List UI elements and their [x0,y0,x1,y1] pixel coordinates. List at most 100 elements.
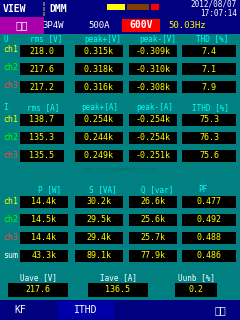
Text: 0.315k: 0.315k [84,46,114,55]
Text: I: I [3,103,8,113]
Bar [0,103,240,185]
Text: 0.249k: 0.249k [84,151,114,161]
Bar [129,132,177,144]
Text: peak+[A]: peak+[A] [81,103,118,113]
Text: 29.5k: 29.5k [86,215,112,225]
Bar [129,45,177,57]
Text: S [VA]: S [VA] [89,186,117,195]
Bar [0,185,240,272]
Bar [182,232,236,244]
Text: 0.316k: 0.316k [84,83,114,92]
Bar [20,114,64,126]
Text: ch2: ch2 [3,63,18,73]
Bar [0,0,240,17]
Text: ch3: ch3 [3,150,18,159]
Bar [129,114,177,126]
Text: 218.0: 218.0 [30,46,54,55]
Bar [122,19,160,32]
Text: peak+[V]: peak+[V] [84,35,121,44]
Text: THD [%]: THD [%] [196,35,228,44]
Text: 600V: 600V [129,20,153,30]
Text: 14.4k: 14.4k [31,234,56,243]
Text: ch2: ch2 [3,132,18,141]
Text: VIEW: VIEW [3,4,26,13]
Bar [58,301,114,319]
Text: ch3: ch3 [3,233,18,242]
Bar [0,17,44,34]
Bar [20,150,64,162]
Text: 76.3: 76.3 [199,133,219,142]
Text: 43.3k: 43.3k [31,252,56,260]
Bar [75,214,123,226]
Text: 25.7k: 25.7k [140,234,166,243]
Bar [175,283,217,297]
Bar [20,196,68,208]
Bar [8,283,68,297]
Text: rms [A]: rms [A] [27,103,59,113]
Text: peak-[A]: peak-[A] [136,103,173,113]
Text: -0.251k: -0.251k [136,151,170,161]
Bar [75,132,123,144]
Bar [20,132,64,144]
Text: 217.6: 217.6 [25,285,50,294]
Bar [151,4,159,10]
Bar [182,250,236,262]
Text: 75.3: 75.3 [199,116,219,124]
Text: 77.9k: 77.9k [140,252,166,260]
Text: 500A: 500A [88,21,110,30]
Text: U: U [3,35,8,44]
Bar [0,17,240,34]
Bar [75,45,123,57]
Text: 0.488: 0.488 [197,234,222,243]
Text: 138.7: 138.7 [30,116,54,124]
Text: rms [V]: rms [V] [30,35,62,44]
Text: Q [var]: Q [var] [141,186,173,195]
Text: ch2: ch2 [3,214,18,223]
Bar [75,196,123,208]
Bar [182,114,236,126]
Text: 29.4k: 29.4k [86,234,112,243]
Text: ch3: ch3 [3,82,18,91]
Bar [129,232,177,244]
Bar [0,300,240,320]
Bar [182,81,236,93]
Bar [0,272,240,300]
Text: KF: KF [14,305,26,315]
Bar [43,12,45,16]
Text: 0.254k: 0.254k [84,116,114,124]
Text: 135.5: 135.5 [30,151,54,161]
Text: -0.309k: -0.309k [136,46,170,55]
Bar [20,81,64,93]
Bar [20,250,68,262]
Bar [20,63,64,75]
Bar [75,232,123,244]
Text: 分析: 分析 [16,20,28,30]
Bar [129,63,177,75]
Bar [75,114,123,126]
Text: 135.3: 135.3 [30,133,54,142]
Text: 2012/08/07: 2012/08/07 [191,0,237,9]
Text: 75.6: 75.6 [199,151,219,161]
Text: 保持: 保持 [214,305,226,315]
Text: peak-[V]: peak-[V] [139,35,176,44]
Text: 136.5: 136.5 [106,285,131,294]
Text: 25.6k: 25.6k [140,215,166,225]
Bar [43,2,45,6]
Bar [129,150,177,162]
Text: 0.318k: 0.318k [84,65,114,74]
Bar [129,81,177,93]
Text: 26.6k: 26.6k [140,197,166,206]
Bar [182,150,236,162]
Bar [43,7,45,11]
Text: Uunb [%]: Uunb [%] [178,274,215,283]
Text: www.chinakangrun.com: www.chinakangrun.com [83,166,157,172]
Bar [0,0,42,17]
Text: ch1: ch1 [3,196,18,205]
Text: -0.310k: -0.310k [136,65,170,74]
Text: -0.254k: -0.254k [136,116,170,124]
Bar [20,214,68,226]
Bar [88,283,148,297]
Bar [107,4,125,10]
Bar [20,45,64,57]
Bar [129,214,177,226]
